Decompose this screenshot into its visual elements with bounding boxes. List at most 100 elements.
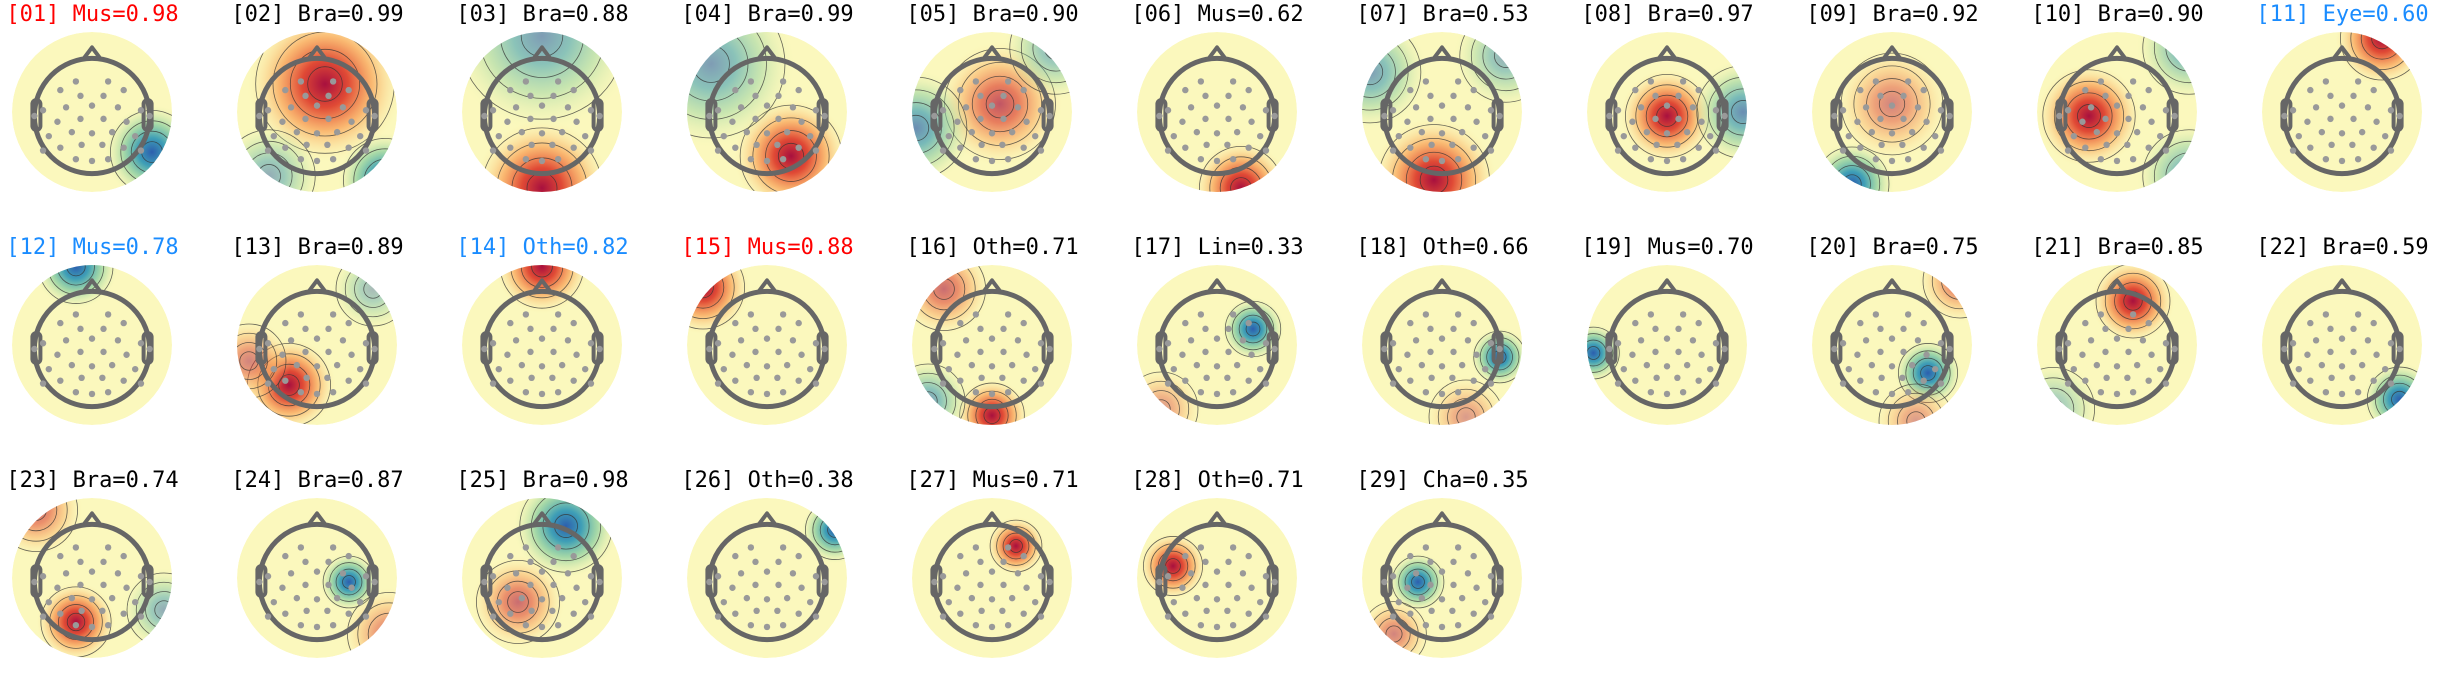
electrode-marker — [1395, 365, 1402, 373]
electrode-marker — [573, 584, 580, 591]
nose-icon — [981, 278, 1003, 294]
topomap — [2037, 265, 2197, 425]
electrode-marker — [747, 622, 755, 629]
topomap — [1587, 265, 1747, 425]
contour-line — [971, 75, 1029, 133]
electrode-marker — [1404, 351, 1411, 358]
electrode-marker — [108, 128, 116, 136]
electrode-marker — [1900, 348, 1907, 356]
electrode-marker — [1454, 622, 1462, 629]
electrode-marker — [747, 389, 755, 396]
electrode-marker — [1389, 147, 1397, 154]
electrode-marker — [362, 613, 370, 620]
electrode-marker — [57, 552, 64, 560]
electrode-marker — [348, 118, 355, 125]
electrode-marker — [779, 311, 787, 318]
contour-line — [353, 148, 397, 192]
electrode-marker — [57, 610, 64, 617]
electrode-marker — [329, 311, 337, 318]
electrode-marker — [2373, 118, 2380, 125]
electrode-marker — [1920, 319, 1927, 327]
electrode-marker — [774, 141, 781, 148]
electrode-marker — [821, 345, 828, 353]
electrode-marker — [714, 613, 722, 620]
electrode-marker — [371, 578, 378, 586]
electrode-marker — [1908, 128, 1916, 136]
electrode-marker — [120, 377, 127, 384]
electrode-marker — [2129, 78, 2137, 85]
electrode-marker — [1164, 573, 1172, 580]
electrode-marker — [504, 351, 511, 358]
contour-line — [1456, 407, 1476, 425]
positive-focus — [1620, 69, 1714, 163]
electrode-marker — [120, 86, 127, 94]
electrode-marker — [1862, 337, 1870, 344]
electrode-marker — [1857, 377, 1864, 384]
electrode-marker — [957, 319, 964, 327]
electrode-marker — [345, 319, 352, 327]
electrode-marker — [1683, 128, 1691, 136]
electrode-marker — [737, 570, 745, 577]
topomap-cell: [23] Bra=0.74 — [0, 466, 205, 699]
electrode-marker — [957, 86, 964, 94]
electrode-marker — [2370, 86, 2377, 94]
electrode-marker — [104, 78, 112, 85]
topomap-cell: [05] Bra=0.90 — [880, 0, 1105, 233]
electrode-marker — [2070, 132, 2077, 140]
electrode-marker — [1229, 389, 1237, 396]
topomap-cell: [20] Bra=0.75 — [1780, 233, 2005, 466]
electrode-marker — [57, 319, 64, 327]
negative-focus — [1388, 552, 1448, 612]
electrode-marker — [1213, 157, 1221, 165]
topomap — [1362, 265, 1522, 425]
electrode-marker — [2102, 92, 2109, 100]
electrode-marker — [114, 570, 122, 577]
electrode-marker — [596, 345, 603, 353]
contour-line — [1922, 265, 1972, 319]
electrode-marker — [1262, 573, 1270, 580]
nose-icon — [1881, 278, 1903, 294]
electrode-marker — [779, 389, 787, 396]
electrode-marker — [1164, 380, 1172, 387]
electrode-marker — [77, 348, 84, 356]
contour-line — [378, 623, 397, 645]
electrode-marker — [120, 319, 127, 327]
electrode-marker — [1946, 345, 1953, 353]
electrode-marker — [1164, 107, 1172, 114]
electrode-marker — [2093, 361, 2101, 369]
contour-line — [1143, 536, 1203, 596]
electrode-marker — [795, 144, 802, 151]
electrode-marker — [1193, 361, 1201, 369]
electrode-marker — [1182, 86, 1189, 94]
positive-focus — [2037, 64, 2141, 168]
electrode-marker — [931, 112, 938, 120]
electrode-marker — [333, 594, 341, 602]
electrode-marker — [2125, 115, 2132, 123]
electrode-marker — [978, 141, 985, 148]
electrode-marker — [100, 348, 107, 356]
electrode-marker — [1652, 325, 1659, 333]
electrode-marker — [522, 544, 530, 551]
electrode-marker — [1262, 380, 1270, 387]
electrode-marker — [1197, 78, 1205, 85]
electrode-marker — [939, 380, 947, 387]
electrode-marker — [1932, 365, 1939, 373]
electrode-marker — [1427, 581, 1434, 589]
electrode-marker — [1487, 147, 1495, 154]
topomap — [912, 498, 1072, 658]
electrode-marker — [1632, 319, 1639, 327]
electrode-marker — [2082, 144, 2089, 151]
electrode-marker — [779, 78, 787, 85]
contour-line — [1009, 32, 1072, 95]
electrode-marker — [2097, 389, 2105, 396]
electrode-marker — [313, 335, 321, 342]
electrode-marker — [1000, 325, 1007, 333]
contour-line — [476, 560, 560, 644]
electrode-marker — [1004, 544, 1012, 551]
electrode-marker — [1872, 389, 1880, 396]
nose-icon — [756, 278, 778, 294]
electrode-marker — [1202, 325, 1209, 333]
electrode-marker — [752, 92, 759, 100]
electrode-marker — [1449, 607, 1456, 614]
topomap-title: [08] Bra=0.97 — [1581, 2, 1754, 27]
